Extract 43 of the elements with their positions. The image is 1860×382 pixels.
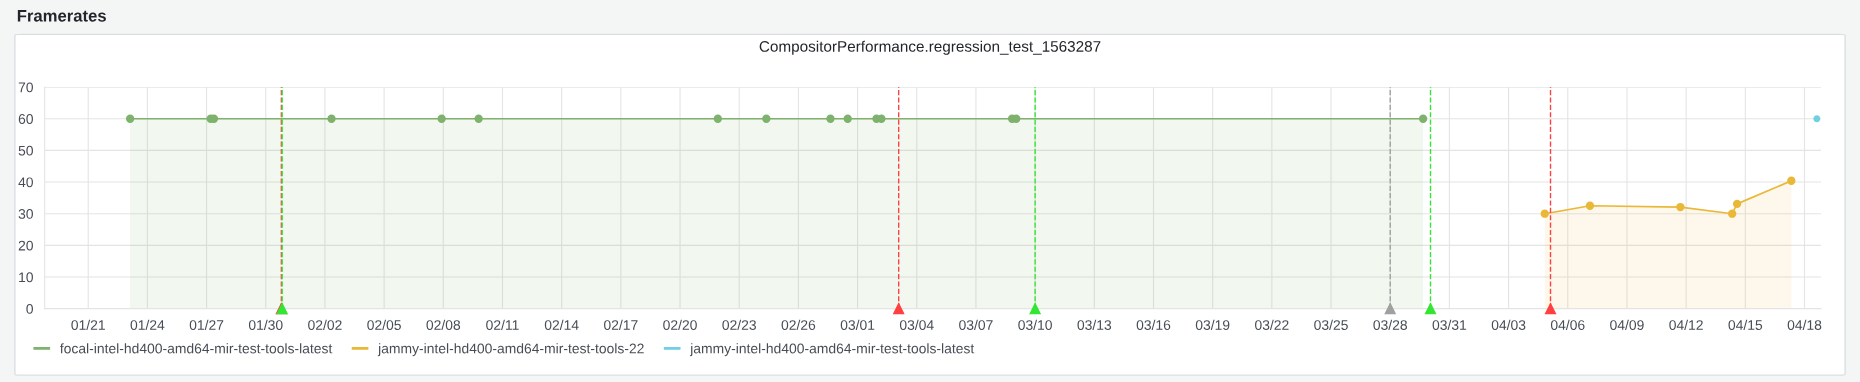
y-tick-label: 0 [26,303,33,314]
x-tick-label: 01/21 [71,319,105,330]
y-tick-label: 60 [18,114,33,124]
legend-label: focal-intel-hd400-amd64-mir-test-tools-latest [60,343,333,354]
x-tick-label: 01/24 [130,319,165,330]
chart-title: Framerates [17,10,106,22]
x-tick-label: 03/01 [840,319,875,330]
x-tick-label: 02/02 [308,319,342,330]
x-tick-label: 03/16 [1136,319,1171,330]
y-tick-label: 70 [18,82,33,93]
y-tick-label: 20 [18,240,33,251]
x-tick-label: 03/25 [1314,319,1348,330]
x-tick-label: 03/19 [1195,319,1230,330]
x-tick-label: 03/07 [959,319,993,330]
legend-label: jammy-intel-hd400-amd64-mir-test-tools-22 [377,343,644,357]
x-tick-label: 03/13 [1077,319,1112,330]
x-tick-label: 02/20 [663,319,697,330]
x-tick-label: 02/17 [604,319,638,330]
x-tick-label: 03/28 [1373,319,1407,330]
x-tick-label: 04/03 [1491,319,1526,330]
x-tick-label: 02/23 [722,319,756,330]
x-tick-label: 04/15 [1728,319,1763,330]
x-tick-label: 02/11 [486,319,519,330]
x-tick-label: 02/14 [544,319,579,330]
x-tick-label: 03/22 [1255,319,1289,330]
x-tick-label: 01/27 [189,319,224,330]
x-tick-label: 04/06 [1550,319,1585,330]
x-tick-label: 03/31 [1432,319,1467,330]
x-tick-label: 02/26 [781,319,816,330]
legend-label: jammy-intel-hd400-amd64-mir-test-tools-latest [689,343,975,357]
chart-subtitle: CompositorPerformance.regression_test_1563287 [759,40,1101,55]
x-tick-label: 02/08 [426,319,461,330]
x-tick-label: 04/09 [1610,319,1644,330]
y-tick-label: 30 [18,209,33,219]
y-tick-label: 50 [18,145,33,156]
y-tick-label: 10 [19,272,33,283]
x-tick-label: 04/18 [1787,319,1822,330]
x-tick-label: 01/30 [248,319,283,330]
y-tick-label: 40 [18,177,33,188]
x-tick-label: 02/05 [367,319,401,330]
x-tick-label: 04/12 [1669,319,1703,330]
x-tick-label: 03/04 [899,319,934,330]
x-tick-label: 03/10 [1018,319,1052,330]
